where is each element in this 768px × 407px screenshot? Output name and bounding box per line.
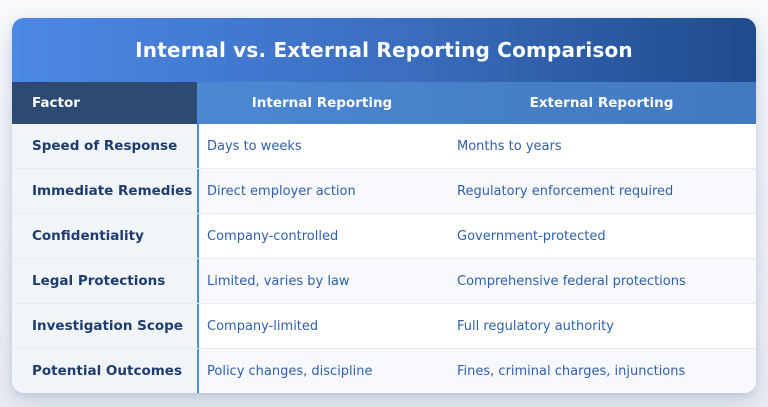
table-row: Speed of Response Days to weeks Months t… (12, 124, 756, 169)
external-cell: Regulatory enforcement required (449, 169, 756, 213)
header-factor: Factor (12, 82, 197, 124)
table-row: Immediate Remedies Direct employer actio… (12, 169, 756, 214)
table-row: Confidentiality Company-controlled Gover… (12, 214, 756, 259)
title-bar: Internal vs. External Reporting Comparis… (12, 18, 756, 82)
external-cell: Comprehensive federal protections (449, 259, 756, 303)
factor-cell: Confidentiality (12, 214, 199, 258)
comparison-table-card: Internal vs. External Reporting Comparis… (12, 18, 756, 393)
header-external-reporting: External Reporting (447, 82, 756, 124)
internal-cell: Company-controlled (199, 214, 449, 258)
factor-cell: Immediate Remedies (12, 169, 199, 213)
factor-cell: Speed of Response (12, 124, 199, 168)
internal-cell: Policy changes, discipline (199, 349, 449, 393)
factor-cell: Potential Outcomes (12, 349, 199, 393)
external-cell: Government-protected (449, 214, 756, 258)
external-cell: Fines, criminal charges, injunctions (449, 349, 756, 393)
table-row: Potential Outcomes Policy changes, disci… (12, 349, 756, 393)
internal-cell: Days to weeks (199, 124, 449, 168)
table-row: Investigation Scope Company-limited Full… (12, 304, 756, 349)
header-internal-reporting: Internal Reporting (197, 82, 447, 124)
internal-cell: Company-limited (199, 304, 449, 348)
factor-cell: Investigation Scope (12, 304, 199, 348)
page-title: Internal vs. External Reporting Comparis… (135, 38, 633, 62)
external-cell: Full regulatory authority (449, 304, 756, 348)
external-cell: Months to years (449, 124, 756, 168)
factor-cell: Legal Protections (12, 259, 199, 303)
internal-cell: Limited, varies by law (199, 259, 449, 303)
internal-cell: Direct employer action (199, 169, 449, 213)
table-row: Legal Protections Limited, varies by law… (12, 259, 756, 304)
table-body: Speed of Response Days to weeks Months t… (12, 124, 756, 393)
table-header-row: Factor Internal Reporting External Repor… (12, 82, 756, 124)
